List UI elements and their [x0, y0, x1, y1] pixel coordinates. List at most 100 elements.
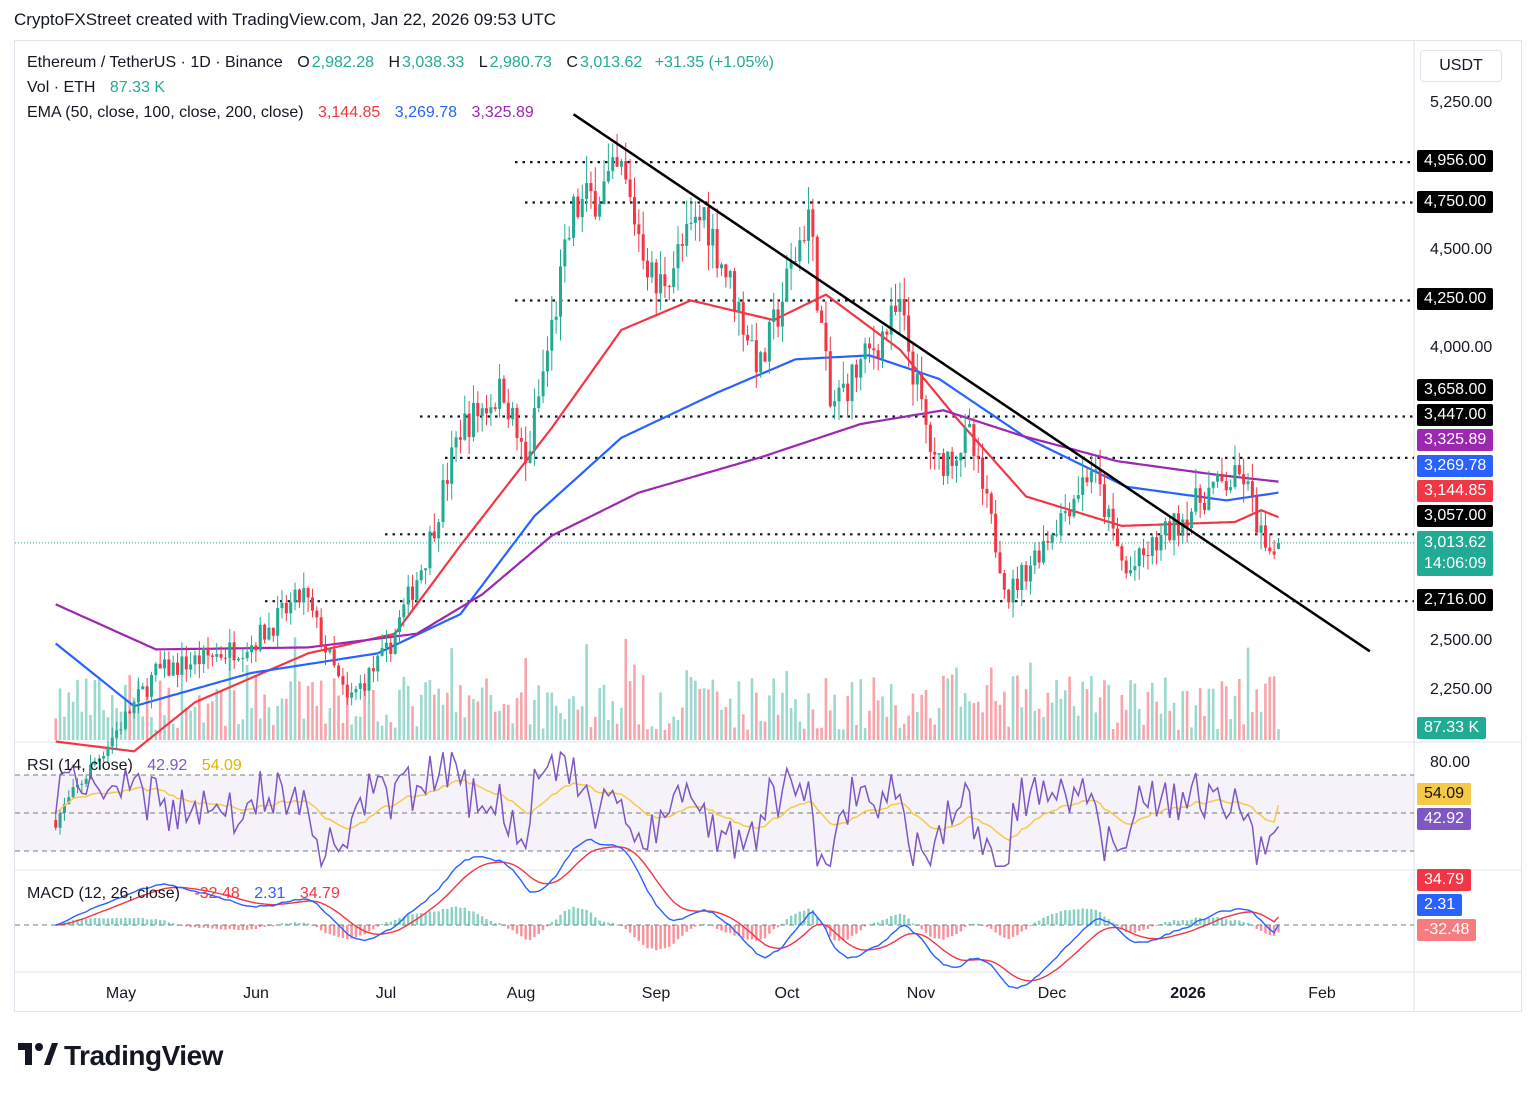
candle-body — [876, 350, 880, 359]
volume-bar — [685, 670, 688, 740]
time-axis-label: 2026 — [1170, 985, 1206, 1002]
volume-legend: Vol · ETH 87.33 K — [27, 79, 167, 97]
macd-histogram-bar — [106, 918, 110, 925]
macd-histogram-bar — [798, 911, 802, 925]
candle-body — [1094, 469, 1098, 472]
currency-button[interactable]: USDT — [1420, 50, 1502, 82]
macd-histogram-bar — [359, 925, 362, 936]
candle-body — [532, 408, 536, 452]
candle-body — [498, 378, 502, 410]
volume-bar — [737, 681, 741, 740]
macd-histogram-bar — [263, 925, 266, 927]
macd-line-tag: 2.31 — [1417, 894, 1463, 916]
macd-histogram-bar — [185, 925, 188, 927]
volume-bar — [1068, 676, 1071, 740]
change-value: +31.35 (+1.05%) — [654, 54, 774, 71]
volume-bar — [815, 728, 819, 740]
volume-bar — [785, 671, 789, 740]
candle-body — [458, 437, 462, 440]
volume-bar — [916, 711, 919, 740]
volume-bar — [1277, 729, 1280, 740]
volume-bar — [472, 699, 475, 740]
volume-bar — [959, 706, 963, 740]
last-price: 3,013.62 — [1424, 534, 1487, 551]
macd-histogram-bar — [1177, 920, 1180, 925]
volume-bar — [646, 729, 649, 740]
volume-bar — [176, 727, 179, 740]
candle-body — [924, 399, 928, 425]
volume-bar — [272, 724, 275, 740]
macd-histogram-bar — [685, 925, 688, 932]
price-axis-label: 2,500.00 — [1430, 632, 1493, 649]
volume-bar — [615, 723, 619, 740]
macd-histogram-bar — [1264, 925, 1267, 934]
candle-body — [310, 597, 314, 611]
candle-body — [1229, 487, 1233, 491]
macd-histogram-bar — [559, 914, 562, 925]
macd-histogram-bar — [1146, 925, 1150, 929]
macd-line-value: 2.31 — [254, 885, 286, 902]
macd-histogram-bar — [1081, 908, 1084, 925]
volume-bar — [476, 701, 480, 740]
rsi-legend: RSI (14, close) 42.92 54.09 — [27, 757, 244, 775]
macd-histogram-bar — [916, 925, 919, 926]
candle-body — [415, 580, 419, 600]
candle-body — [302, 588, 306, 603]
candle-body — [941, 453, 945, 476]
volume-bar — [254, 676, 258, 740]
volume-bar — [80, 711, 84, 740]
candle-body — [933, 451, 937, 455]
volume-label[interactable]: Vol · ETH — [27, 79, 96, 96]
macd-histogram-bar — [807, 908, 810, 925]
volume-bar — [637, 724, 641, 740]
volume-bar — [1268, 676, 1272, 740]
macd-label[interactable]: MACD (12, 26, close) — [27, 885, 180, 902]
volume-bar — [306, 685, 310, 740]
macd-histogram-bar — [1042, 917, 1045, 925]
volume-bar — [454, 712, 458, 740]
macd-histogram-bar — [1024, 925, 1028, 930]
chart-frame — [14, 40, 1522, 1012]
volume-bar — [198, 695, 201, 740]
volume-bar — [228, 652, 232, 740]
volume-bar — [681, 707, 684, 740]
candle-body — [1102, 484, 1106, 518]
candle-body — [102, 756, 106, 759]
candle-body — [1111, 508, 1115, 529]
time-axis-label: Jun — [243, 985, 269, 1002]
volume-bar — [1246, 647, 1250, 740]
candle-body — [558, 266, 562, 317]
volume-bar — [110, 695, 114, 740]
volume-bar — [1164, 677, 1167, 740]
candle-body — [1198, 488, 1202, 503]
candle-body — [850, 364, 854, 402]
symbol-name[interactable]: Ethereum / TetherUS · 1D · Binance — [27, 54, 283, 71]
candle-body — [663, 274, 667, 287]
candle-body — [763, 352, 767, 362]
macd-histogram-bar — [1016, 925, 1019, 936]
rsi-label[interactable]: RSI (14, close) — [27, 757, 133, 774]
candle-body — [1150, 537, 1154, 556]
candle-body — [1211, 481, 1215, 488]
candle-body — [1163, 521, 1167, 535]
volume-bar — [363, 686, 366, 740]
candle-body — [998, 552, 1002, 574]
candle-body — [793, 261, 797, 263]
candle-body — [80, 783, 84, 785]
ema100-value: 3,269.78 — [394, 104, 458, 121]
candle-body — [171, 662, 175, 676]
volume-bar — [554, 705, 558, 740]
tradingview-logo[interactable]: TradingView — [18, 1040, 223, 1072]
ema-label[interactable]: EMA (50, close, 100, close, 200, close) — [27, 104, 304, 121]
macd-histogram-bar — [1155, 925, 1158, 926]
candle-body — [54, 819, 58, 828]
volume-bar — [402, 676, 406, 740]
macd-histogram-bar — [802, 910, 806, 925]
volume-bar — [837, 729, 841, 740]
candle-body — [1194, 488, 1198, 512]
candle-body — [1098, 469, 1102, 485]
macd-histogram-bar — [1233, 919, 1237, 925]
volume-bar — [650, 726, 654, 740]
volume-bar — [245, 664, 249, 740]
